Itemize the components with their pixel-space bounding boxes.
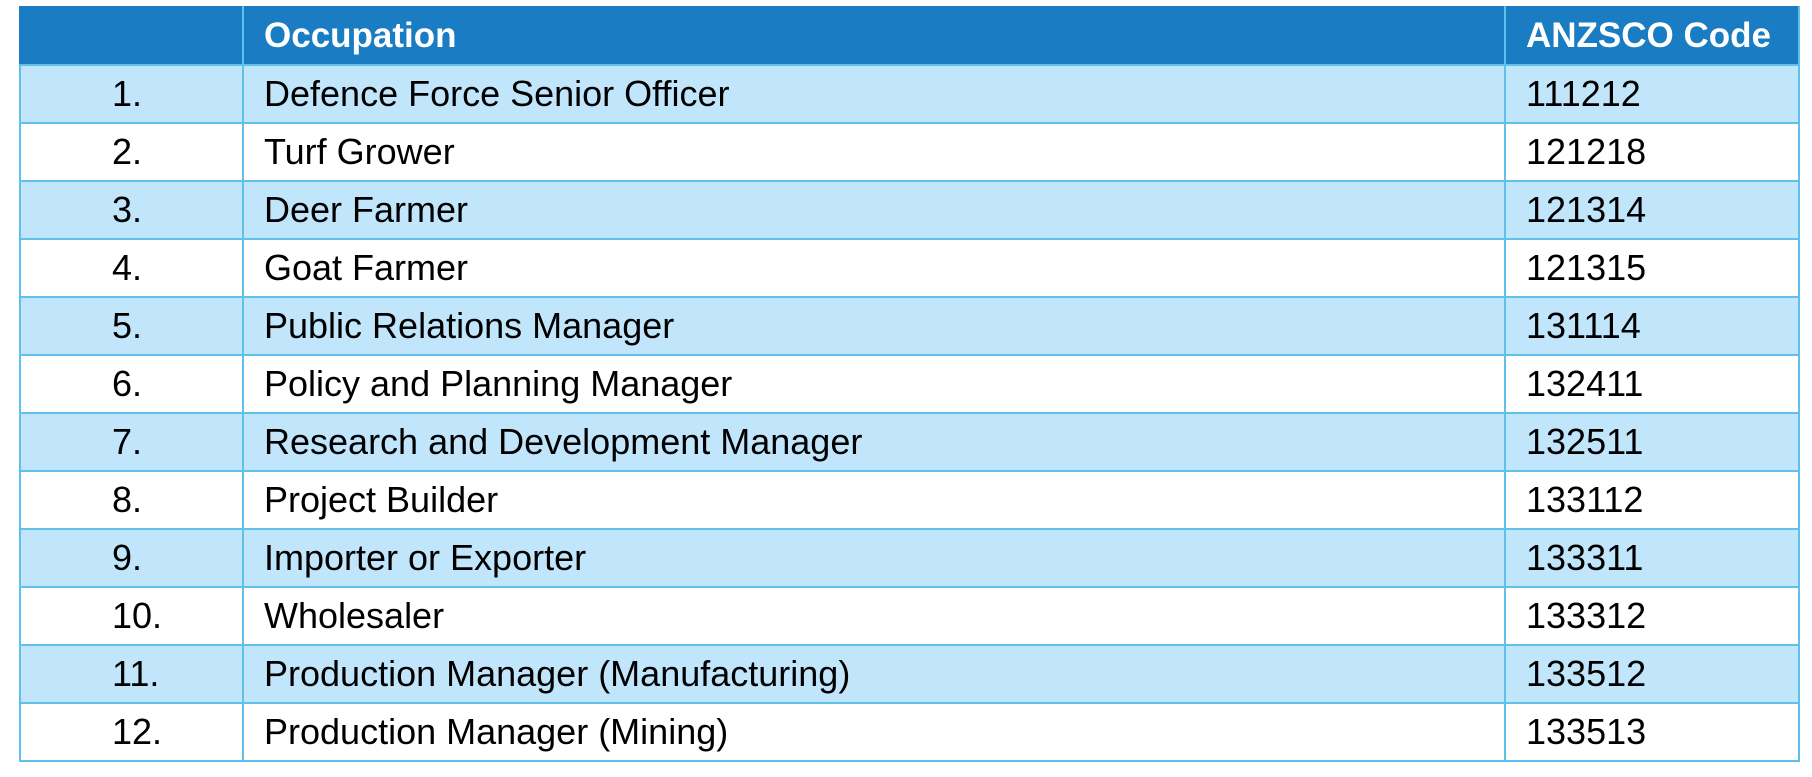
table-row: 7. Research and Development Manager 132511 — [19, 412, 1800, 472]
anzsco-code: 121314 — [1504, 180, 1800, 240]
occupation-name: Policy and Planning Manager — [242, 354, 1506, 414]
occupation-name: Turf Grower — [242, 122, 1506, 182]
occupation-name: Defence Force Senior Officer — [242, 64, 1506, 124]
row-number: 7. — [19, 412, 244, 472]
row-number: 3. — [19, 180, 244, 240]
table-row: 10. Wholesaler 133312 — [19, 586, 1800, 646]
table-row: 1. Defence Force Senior Officer 111212 — [19, 64, 1800, 124]
table-row: 6. Policy and Planning Manager 132411 — [19, 354, 1800, 414]
header-anzsco-code: ANZSCO Code — [1504, 6, 1800, 66]
table-row: 3. Deer Farmer 121314 — [19, 180, 1800, 240]
table-row: 8. Project Builder 133112 — [19, 470, 1800, 530]
anzsco-code: 132411 — [1504, 354, 1800, 414]
anzsco-code: 132511 — [1504, 412, 1800, 472]
occupation-name: Research and Development Manager — [242, 412, 1506, 472]
table-row: 4. Goat Farmer 121315 — [19, 238, 1800, 298]
table-row: 12. Production Manager (Mining) 133513 — [19, 702, 1800, 762]
anzsco-code: 133311 — [1504, 528, 1800, 588]
row-number: 8. — [19, 470, 244, 530]
table-row: 2. Turf Grower 121218 — [19, 122, 1800, 182]
row-number: 9. — [19, 528, 244, 588]
occupation-name: Production Manager (Manufacturing) — [242, 644, 1506, 704]
occupation-name: Wholesaler — [242, 586, 1506, 646]
occupation-name: Project Builder — [242, 470, 1506, 530]
anzsco-code: 131114 — [1504, 296, 1800, 356]
occupation-name: Production Manager (Mining) — [242, 702, 1506, 762]
anzsco-code: 121315 — [1504, 238, 1800, 298]
anzsco-code: 121218 — [1504, 122, 1800, 182]
row-number: 1. — [19, 64, 244, 124]
row-number: 10. — [19, 586, 244, 646]
header-occupation: Occupation — [242, 6, 1506, 66]
anzsco-code: 133312 — [1504, 586, 1800, 646]
row-number: 12. — [19, 702, 244, 762]
table-row: 9. Importer or Exporter 133311 — [19, 528, 1800, 588]
anzsco-code: 111212 — [1504, 64, 1800, 124]
header-number — [19, 6, 244, 66]
anzsco-code: 133112 — [1504, 470, 1800, 530]
table-header: Occupation ANZSCO Code — [19, 6, 1800, 66]
occupation-name: Public Relations Manager — [242, 296, 1506, 356]
anzsco-code: 133512 — [1504, 644, 1800, 704]
row-number: 6. — [19, 354, 244, 414]
row-number: 4. — [19, 238, 244, 298]
occupation-name: Deer Farmer — [242, 180, 1506, 240]
row-number: 11. — [19, 644, 244, 704]
anzsco-code: 133513 — [1504, 702, 1800, 762]
occupation-table: Occupation ANZSCO Code 1. Defence Force S… — [19, 6, 1800, 762]
row-number: 5. — [19, 296, 244, 356]
table-body: 1. Defence Force Senior Officer 111212 2. Tu… — [19, 64, 1800, 762]
occupation-name: Goat Farmer — [242, 238, 1506, 298]
table-row: 11. Production Manager (Manufacturing) 133… — [19, 644, 1800, 704]
header-row: Occupation ANZSCO Code — [19, 6, 1800, 66]
table-row: 5. Public Relations Manager 131114 — [19, 296, 1800, 356]
occupation-name: Importer or Exporter — [242, 528, 1506, 588]
row-number: 2. — [19, 122, 244, 182]
